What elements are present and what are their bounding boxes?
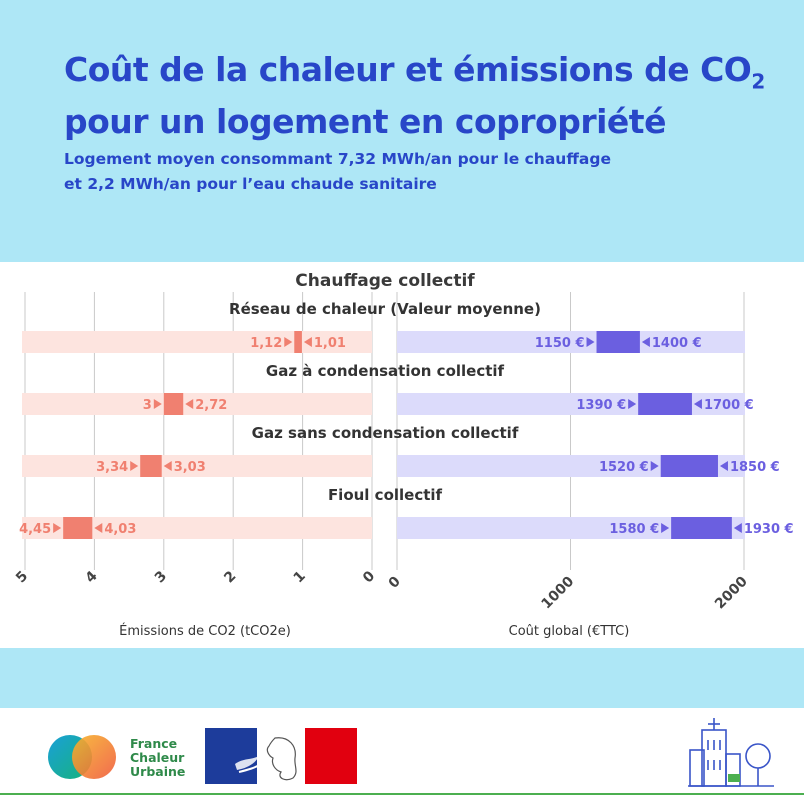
emission-low-arrow [94,523,103,533]
footer-rule [0,793,804,795]
emission-high-label: 4,45 [19,522,51,537]
cost-track [397,455,745,477]
building-tree-icon [688,718,774,787]
header-band: Coût de la chaleur et émissions de CO2 p… [0,0,804,262]
category-label: Fioul collectif [328,486,443,504]
cost-track [397,331,745,353]
cost-low-arrow [661,523,670,533]
brand-line-1: France [130,736,178,751]
cost-low-arrow [628,399,637,409]
marianne-logo [205,728,357,784]
cost-track [397,393,745,415]
cost-high-label: 1400 € [652,336,702,351]
emission-bar [63,517,93,539]
emission-track [22,517,372,539]
emission-low-label: 2,72 [195,398,227,413]
category-label: Gaz sans condensation collectif [252,424,519,442]
left-tick-label: 1 [291,568,309,586]
emission-high-arrow [53,523,62,533]
left-tick-label: 5 [13,568,31,586]
cost-high-label: 1930 € [744,522,794,537]
footer [0,708,804,804]
separator-band [0,648,804,708]
cost-low-label: 1390 € [576,398,626,413]
right-tick-label: 2000 [712,573,751,612]
emission-low-label: 3,03 [174,460,206,475]
emission-low-arrow [163,461,172,471]
emission-track [22,455,372,477]
cost-bar [596,331,640,353]
cost-high-arrow [719,461,728,471]
cost-low-label: 1520 € [599,460,649,475]
cost-bar [660,455,718,477]
emission-high-label: 1,12 [250,336,282,351]
brand-line-3: Urbaine [130,764,186,779]
chart-area: Chauffage collectif Réseau de chaleur (Va… [0,262,804,648]
category-label: Gaz à condensation collectif [266,362,505,380]
emission-track [22,393,372,415]
brand-line-2: Chaleur [130,750,185,765]
emission-high-arrow [130,461,139,471]
left-tick-label: 0 [360,568,378,586]
chart-title: Chauffage collectif [295,271,475,291]
cost-bar [638,393,692,415]
title-line-1: Coût de la chaleur et émissions de CO [64,50,752,89]
category-label: Réseau de chaleur (Valeur moyenne) [229,300,541,318]
title-line-2: pour un logement en copropriété [64,101,666,141]
emission-bar [294,331,302,353]
cost-low-arrow [586,337,595,347]
overlapping-circles-logo [48,735,116,779]
cost-track [397,517,745,539]
range-chart: Chauffage collectif Réseau de chaleur (Va… [13,271,794,639]
cost-low-label: 1150 € [535,336,585,351]
brand-name: France Chaleur Urbaine [130,737,185,779]
cost-high-label: 1700 € [704,398,754,413]
cost-high-arrow [733,523,742,533]
right-tick-label: 0 [386,573,404,591]
cost-bar [671,517,732,539]
left-axis-label: Émissions de CO2 (tCO2e) [119,623,291,639]
right-axis-label: Coût global (€TTC) [509,624,630,639]
emission-bar [140,455,162,477]
emission-high-arrow [153,399,162,409]
right-tick-label: 1000 [538,573,577,612]
emission-low-label: 1,01 [314,336,346,351]
emission-low-arrow [185,399,194,409]
left-tick-label: 4 [82,568,100,586]
emission-low-label: 4,03 [104,522,136,537]
left-tick-label: 3 [152,568,170,586]
emission-high-label: 3 [143,398,152,413]
cost-high-label: 1850 € [730,460,780,475]
emission-high-arrow [284,337,293,347]
subtitle-line-1: Logement moyen consommant 7,32 MWh/an po… [64,150,611,168]
emission-track [22,331,372,353]
cost-high-arrow [641,337,650,347]
emission-high-label: 3,34 [96,460,128,475]
cost-high-arrow [693,399,702,409]
emission-bar [163,393,184,415]
cost-low-label: 1580 € [609,522,659,537]
page-subtitle: Logement moyen consommant 7,32 MWh/an po… [64,147,764,197]
title-subscript: 2 [751,69,765,94]
subtitle-line-2: et 2,2 MWh/an pour l’eau chaude sanitair… [64,175,437,193]
left-tick-label: 2 [221,568,239,586]
page-title: Coût de la chaleur et émissions de CO2 p… [64,50,784,142]
emission-low-arrow [303,337,312,347]
cost-low-arrow [650,461,659,471]
